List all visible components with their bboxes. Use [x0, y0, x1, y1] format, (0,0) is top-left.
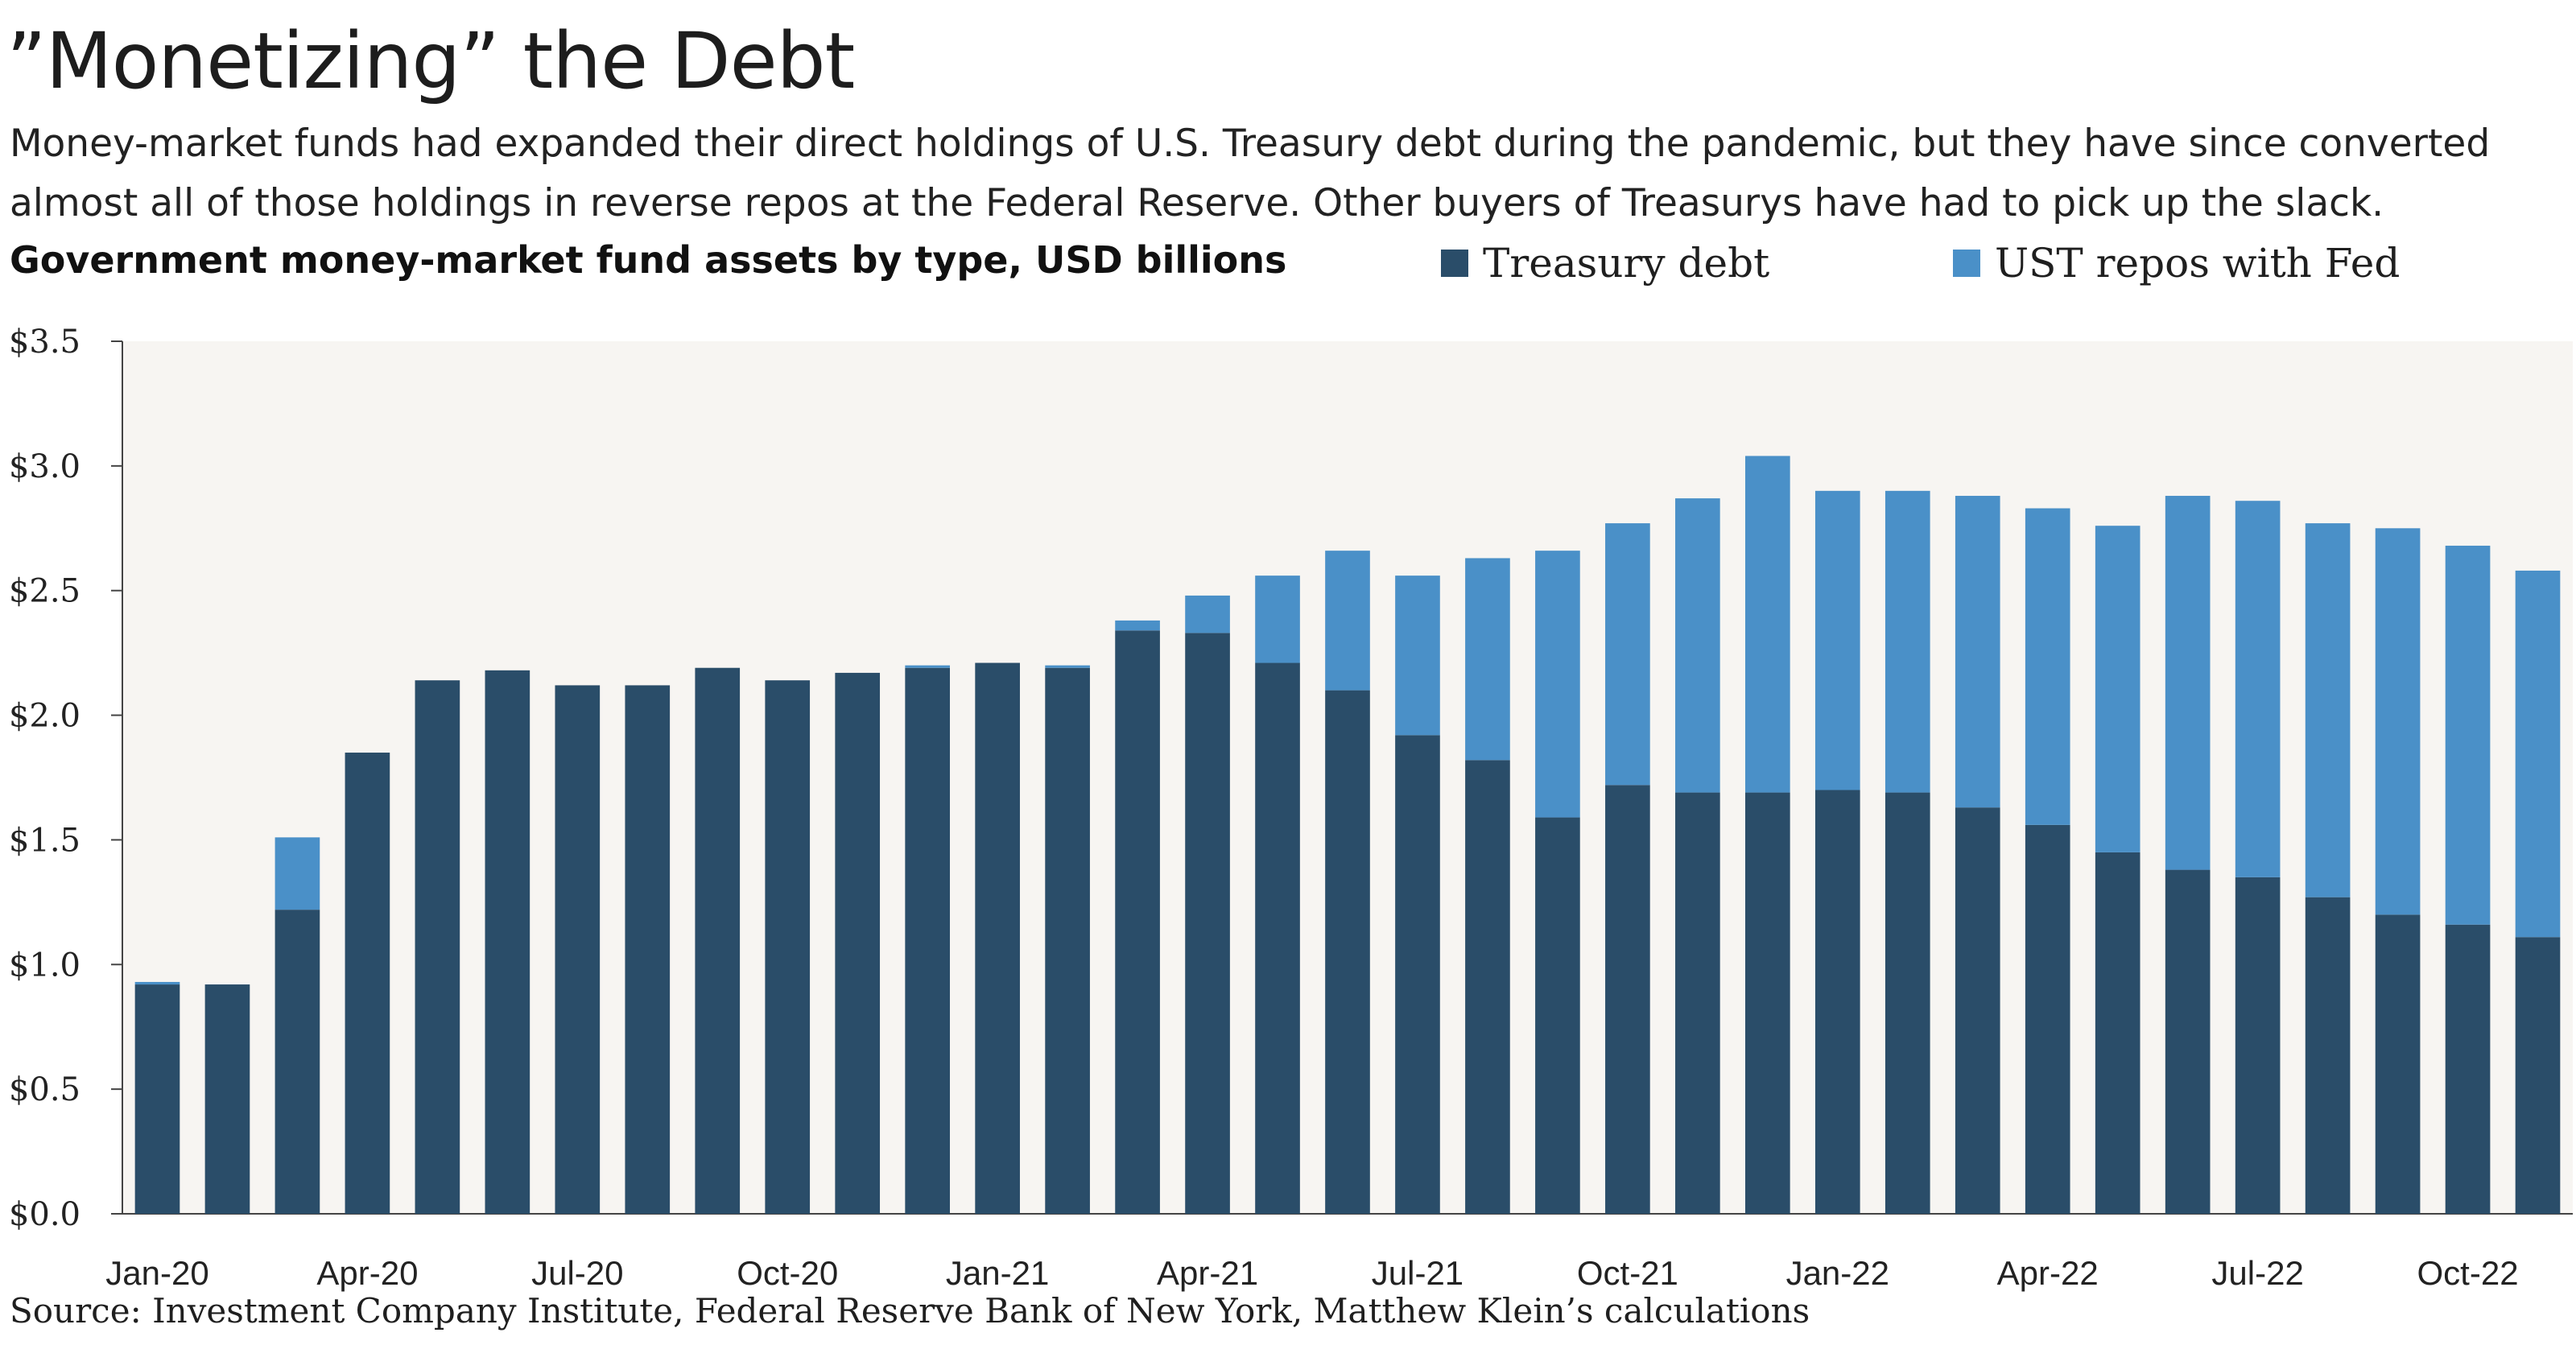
bar-ust-repos [1045, 665, 1090, 668]
bar-treasury-debt [2025, 824, 2070, 1214]
bar-treasury-debt [2165, 869, 2211, 1214]
bar-treasury-debt [485, 670, 530, 1214]
bar-treasury-debt [2375, 914, 2421, 1214]
x-tick-label: Jul-20 [531, 1254, 623, 1292]
x-tick-label: Apr-20 [316, 1254, 418, 1292]
bar-ust-repos [2375, 528, 2421, 915]
bar-treasury-debt [1605, 785, 1650, 1214]
page-title: ”Monetizing” the Debt [6, 16, 855, 106]
bar-ust-repos [1465, 558, 1510, 761]
y-tick-label: $3.5 [9, 324, 80, 361]
legend-label-repos: UST repos with Fed [1995, 240, 2401, 287]
y-tick-label: $0.0 [9, 1196, 80, 1233]
x-tick-label: Jul-21 [1372, 1254, 1463, 1292]
bar-ust-repos [1115, 620, 1160, 631]
x-tick-label: Apr-21 [1157, 1254, 1258, 1292]
legend-swatch-treasury [1441, 250, 1468, 277]
bar-treasury-debt [1675, 792, 1720, 1214]
x-tick-label: Apr-22 [1997, 1254, 2099, 1292]
bar-ust-repos [1605, 523, 1650, 786]
x-tick-label: Jul-22 [2211, 1254, 2303, 1292]
x-tick-label: Oct-22 [2417, 1254, 2519, 1292]
bar-ust-repos [1255, 576, 1300, 663]
bar-ust-repos [2025, 508, 2070, 825]
y-tick-label: $1.0 [9, 947, 80, 984]
bar-treasury-debt [2445, 924, 2491, 1214]
bar-treasury-debt [345, 753, 390, 1214]
bar-treasury-debt [1535, 817, 1580, 1214]
y-tick-label: $2.0 [9, 698, 80, 735]
bar-treasury-debt [1325, 690, 1370, 1214]
bar-ust-repos [1744, 456, 1790, 793]
bar-treasury-debt [275, 910, 320, 1214]
bar-treasury-debt [1744, 792, 1790, 1214]
y-tick-label: $0.5 [9, 1071, 80, 1108]
bar-treasury-debt [625, 685, 671, 1214]
legend-label-treasury: Treasury debt [1483, 240, 1770, 287]
x-tick-label: Oct-20 [737, 1254, 838, 1292]
bar-treasury-debt [1465, 760, 1510, 1214]
y-tick-label: $3.0 [9, 448, 80, 485]
chart-subtitle: Money-market funds had expanded their di… [10, 122, 2491, 225]
bar-ust-repos [2235, 501, 2281, 877]
legend-item-treasury: Treasury debt [1441, 240, 1769, 287]
source-note: Source: Investment Company Institute, Fe… [10, 1291, 1810, 1331]
bar-treasury-debt [1885, 792, 1930, 1214]
bar-ust-repos [2515, 570, 2561, 938]
x-tick-label: Oct-21 [1577, 1254, 1678, 1292]
x-tick-label: Jan-21 [946, 1254, 1049, 1292]
bar-treasury-debt [975, 662, 1020, 1214]
bar-treasury-debt [415, 680, 460, 1214]
bar-ust-repos [134, 981, 180, 985]
bar-treasury-debt [1185, 633, 1230, 1214]
bar-treasury-debt [695, 667, 741, 1214]
bar-ust-repos [2445, 545, 2491, 925]
bar-treasury-debt [134, 984, 180, 1214]
bar-treasury-debt [2235, 877, 2281, 1214]
bar-ust-repos [1185, 595, 1230, 633]
bar-treasury-debt [1115, 630, 1160, 1214]
bar-treasury-debt [204, 984, 250, 1214]
bar-ust-repos [2165, 496, 2211, 870]
y-tick-label: $1.5 [9, 822, 80, 859]
bar-treasury-debt [765, 680, 811, 1214]
bar-treasury-debt [1814, 790, 1860, 1214]
bar-ust-repos [1814, 490, 1860, 790]
bar-ust-repos [905, 665, 951, 668]
bar-treasury-debt [1955, 807, 2000, 1214]
bar-treasury-debt [2095, 852, 2140, 1214]
bar-treasury-debt [2305, 897, 2351, 1214]
bar-ust-repos [2305, 523, 2351, 897]
bar-treasury-debt [835, 672, 881, 1214]
bar-ust-repos [1955, 496, 2000, 808]
bar-treasury-debt [905, 667, 951, 1214]
bar-ust-repos [1885, 490, 1930, 793]
chart-label: Government money-market fund assets by t… [10, 238, 1287, 282]
bar-treasury-debt [555, 685, 601, 1214]
bar-treasury-debt [1255, 662, 1300, 1214]
bar-ust-repos [1535, 551, 1580, 818]
bar-ust-repos [1325, 551, 1370, 691]
x-tick-label: Jan-20 [105, 1254, 208, 1292]
bar-treasury-debt [1395, 735, 1440, 1214]
bar-ust-repos [1675, 498, 1720, 793]
bar-treasury-debt [2515, 937, 2561, 1214]
legend-item-repos: UST repos with Fed [1953, 240, 2400, 287]
bar-treasury-debt [1045, 667, 1090, 1214]
legend-swatch-repos [1953, 250, 1980, 277]
bar-ust-repos [1395, 576, 1440, 736]
x-tick-label: Jan-22 [1786, 1254, 1889, 1292]
y-tick-label: $2.5 [9, 573, 80, 610]
bar-ust-repos [2095, 526, 2140, 852]
bar-ust-repos [275, 837, 320, 910]
